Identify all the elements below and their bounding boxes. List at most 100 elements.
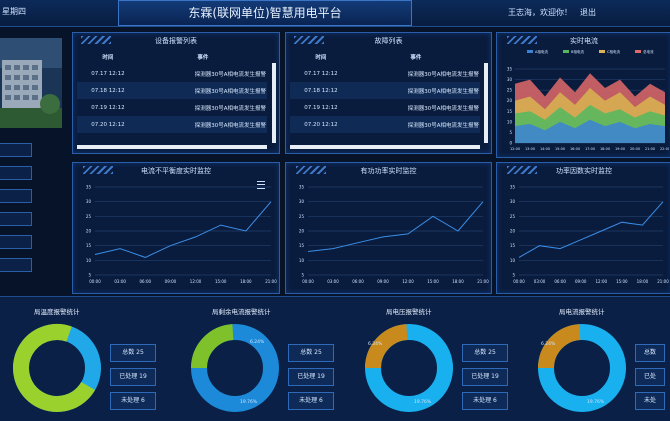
x-tick-label: 09:00: [575, 279, 587, 284]
x-tick-label: 21:00: [645, 147, 655, 151]
x-tick-label: 17:00: [585, 147, 595, 151]
x-tick-label: 16:00: [570, 147, 580, 151]
event-cell: 探测器30号A相电流发生报警: [194, 71, 266, 78]
panel-title: 电流不平衡度实时监控: [141, 167, 211, 175]
panel-title: 有功功率实时监控: [360, 167, 417, 175]
table-row[interactable]: 07.20 12:12 探测器30号A相电流发生报警: [290, 116, 480, 133]
x-tick-label: 03:00: [327, 279, 339, 284]
donut-slice-unprocessed: [191, 324, 279, 412]
title-decoration: [507, 166, 537, 174]
x-tick-label: 03:00: [114, 279, 126, 284]
stat-button[interactable]: 已处理 19: [288, 368, 334, 386]
stat-button[interactable]: 未处理 6: [110, 392, 156, 410]
y-tick-label: 15: [507, 109, 513, 114]
line-chart-panel-2: 有功功率实时监控 5 10 15 20 25 30 35 00:00 03:00 06:00 09:…: [285, 162, 492, 294]
y-tick-label: 25: [86, 214, 92, 219]
x-tick-label: 18:00: [637, 279, 649, 284]
legend-swatch: [599, 50, 605, 53]
donut-percent-label: 6.24%: [368, 342, 383, 347]
menu-icon[interactable]: [257, 181, 265, 189]
vertical-scrollbar[interactable]: [272, 63, 276, 143]
table-row[interactable]: 07.20 12:12 探测器30号A相电流发生报警: [77, 116, 267, 133]
line-chart: 5 10 15 20 25 30 35 00:00 03:00 06:00 09:00 12:00 15…: [510, 185, 669, 285]
time-cell: 07.19 12:12: [304, 104, 338, 111]
stat-button[interactable]: 未处理 6: [288, 392, 334, 410]
y-tick-label: 30: [86, 199, 92, 204]
event-cell: 探测器30号A相电流发生报警: [194, 122, 266, 129]
series-line: [307, 201, 484, 252]
left-menu-item[interactable]: [0, 212, 32, 226]
x-tick-label: 19:00: [615, 147, 625, 151]
y-tick-label: 20: [299, 229, 305, 234]
y-tick-label: 10: [507, 119, 513, 124]
left-menu-item[interactable]: [0, 189, 32, 203]
horizontal-scrollbar[interactable]: [290, 145, 480, 149]
stat-button[interactable]: 未处理 6: [462, 392, 508, 410]
x-tick-label: 21:00: [477, 279, 489, 284]
table-row[interactable]: 07.17 12:12 探测器30号A相电流发生报警: [77, 65, 267, 82]
y-tick-label: 5: [301, 273, 304, 278]
x-tick-label: 09:00: [165, 279, 177, 284]
title-decoration: [507, 36, 537, 44]
left-menu-item[interactable]: [0, 235, 32, 249]
legend-label: A相电流: [535, 49, 548, 54]
table-row[interactable]: 07.19 12:12 探测器30号A相电流发生报警: [290, 99, 480, 116]
y-tick-label: 30: [507, 77, 513, 82]
time-cell: 07.18 12:12: [91, 87, 125, 94]
event-cell: 探测器30号A相电流发生报警: [194, 88, 266, 95]
donut-slice-unprocessed: [13, 324, 101, 412]
x-tick-label: 12:00: [596, 279, 608, 284]
event-cell: 探测器30号A相电流发生报警: [407, 88, 479, 95]
x-tick-label: 13:00: [525, 147, 535, 151]
logout-link[interactable]: 退出: [580, 8, 596, 17]
y-tick-label: 35: [86, 185, 92, 190]
stat-button[interactable]: 已处: [635, 368, 665, 386]
alarm-list-panel: 设备报警列表 时间 事件 07.17 12:12 探测器30号A相电流发生报警 0…: [72, 32, 280, 154]
stat-button[interactable]: 已处理 19: [462, 368, 508, 386]
page-title: 东霖(联网单位)智慧用电平台: [118, 0, 412, 26]
left-menu-item[interactable]: [0, 166, 32, 180]
title-decoration: [294, 36, 324, 44]
table-row[interactable]: 07.18 12:12 探测器30号A相电流发生报警: [290, 82, 480, 99]
horizontal-scrollbar[interactable]: [77, 145, 267, 149]
donut-chart: [365, 324, 453, 412]
y-tick-label: 15: [510, 243, 516, 248]
x-tick-label: 20:00: [630, 147, 640, 151]
legend-label: C相电流: [607, 49, 620, 54]
donut-chart: [191, 324, 279, 412]
left-menu-item[interactable]: [0, 143, 32, 157]
weekday-label: 星期四: [2, 7, 26, 16]
stat-group-title: 局剩余电流报警统计: [212, 308, 271, 316]
x-tick-label: 03:00: [534, 279, 546, 284]
stat-button[interactable]: 总数 25: [288, 344, 334, 362]
stat-button[interactable]: 已处理 19: [110, 368, 156, 386]
y-tick-label: 5: [509, 130, 512, 135]
y-tick-label: 30: [510, 199, 516, 204]
table-row[interactable]: 07.17 12:12 探测器30号A相电流发生报警: [290, 65, 480, 82]
y-tick-label: 15: [86, 243, 92, 248]
area-series: [515, 119, 665, 143]
y-tick-label: 10: [86, 258, 92, 263]
stat-button[interactable]: 总数 25: [110, 344, 156, 362]
stat-group-title: 局电压报警统计: [386, 308, 432, 316]
line-chart: 5 10 15 20 25 30 35 00:00 03:00 06:00 09:00 12:00 15…: [86, 185, 277, 285]
donut-percent-label: 19.76%: [587, 400, 605, 405]
column-header: 时间: [315, 55, 327, 61]
stat-button[interactable]: 未处: [635, 392, 665, 410]
left-menu-item[interactable]: [0, 258, 32, 272]
x-tick-label: 09:00: [377, 279, 389, 284]
donut-percent-label: 19.76%: [414, 400, 432, 405]
stat-button[interactable]: 总数 25: [462, 344, 508, 362]
stat-button[interactable]: 总数: [635, 344, 665, 362]
table-row[interactable]: 07.19 12:12 探测器30号A相电流发生报警: [77, 99, 267, 116]
table-header-row: 时间 事件: [290, 49, 480, 65]
column-header: 时间: [102, 55, 114, 61]
time-cell: 07.18 12:12: [304, 87, 338, 94]
y-tick-label: 20: [86, 229, 92, 234]
donut-chart: [13, 324, 101, 412]
table-row[interactable]: 07.18 12:12 探测器30号A相电流发生报警: [77, 82, 267, 99]
fault-list-panel: 故障列表 时间 事件 07.17 12:12 探测器30号A相电流发生报警 07.…: [285, 32, 492, 154]
donut-percent-label: 6.24%: [541, 342, 556, 347]
vertical-scrollbar[interactable]: [484, 63, 488, 143]
x-tick-label: 00:00: [89, 279, 101, 284]
